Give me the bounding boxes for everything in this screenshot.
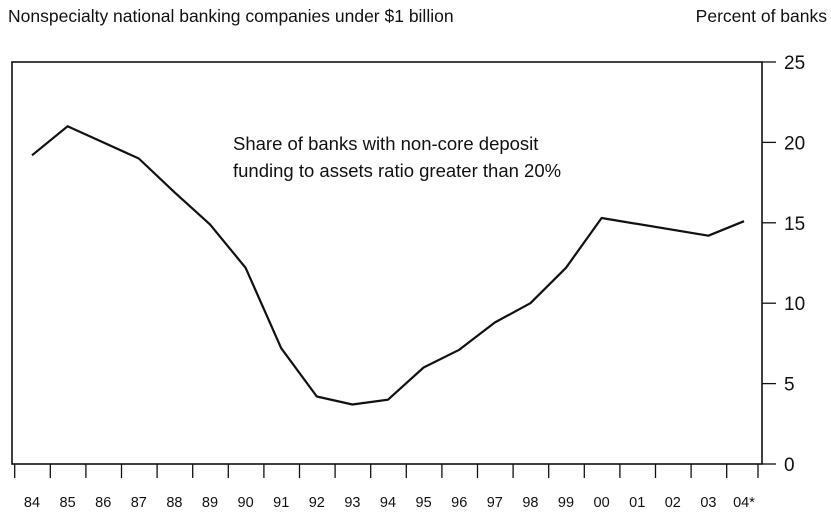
x-tick-label: 97: [487, 495, 503, 511]
x-tick-label: 02: [665, 495, 681, 511]
x-tick-label: 99: [558, 495, 574, 511]
x-tick-label: 88: [166, 495, 182, 511]
x-tick-label: 93: [344, 495, 360, 511]
y-tick-label: 0: [784, 455, 795, 476]
x-tick-label: 86: [95, 495, 111, 511]
x-tick-label: 00: [594, 495, 610, 511]
x-tick-label: 94: [380, 495, 396, 511]
y-tick-label: 20: [784, 133, 805, 154]
y-tick-label: 15: [784, 214, 805, 235]
x-tick-label: 92: [309, 495, 325, 511]
x-tick-label: 95: [416, 495, 432, 511]
y-tick-label: 10: [784, 294, 805, 315]
x-tick-label: 84: [24, 495, 40, 511]
x-tick-label: 04*: [733, 495, 755, 511]
chart-title: Nonspecialty national banking companies …: [8, 6, 454, 26]
x-tick-label: 96: [451, 495, 467, 511]
x-tick-label: 85: [60, 495, 76, 511]
x-tick-label: 91: [273, 495, 289, 511]
annotation-line-1: Share of banks with non-core deposit: [233, 133, 538, 154]
annotation-line-2: funding to assets ratio greater than 20%: [233, 160, 561, 181]
x-tick-label: 01: [629, 495, 645, 511]
x-tick-label: 90: [238, 495, 254, 511]
y-tick-label: 5: [784, 375, 795, 396]
y-axis-label: Percent of banks: [695, 6, 827, 26]
x-tick-label: 98: [522, 495, 538, 511]
x-tick-label: 89: [202, 495, 218, 511]
x-tick-label: 03: [700, 495, 716, 511]
series-line: [31, 125, 745, 406]
y-tick-label: 25: [784, 53, 805, 74]
x-tick-label: 87: [131, 495, 147, 511]
plot-frame: [11, 61, 763, 465]
